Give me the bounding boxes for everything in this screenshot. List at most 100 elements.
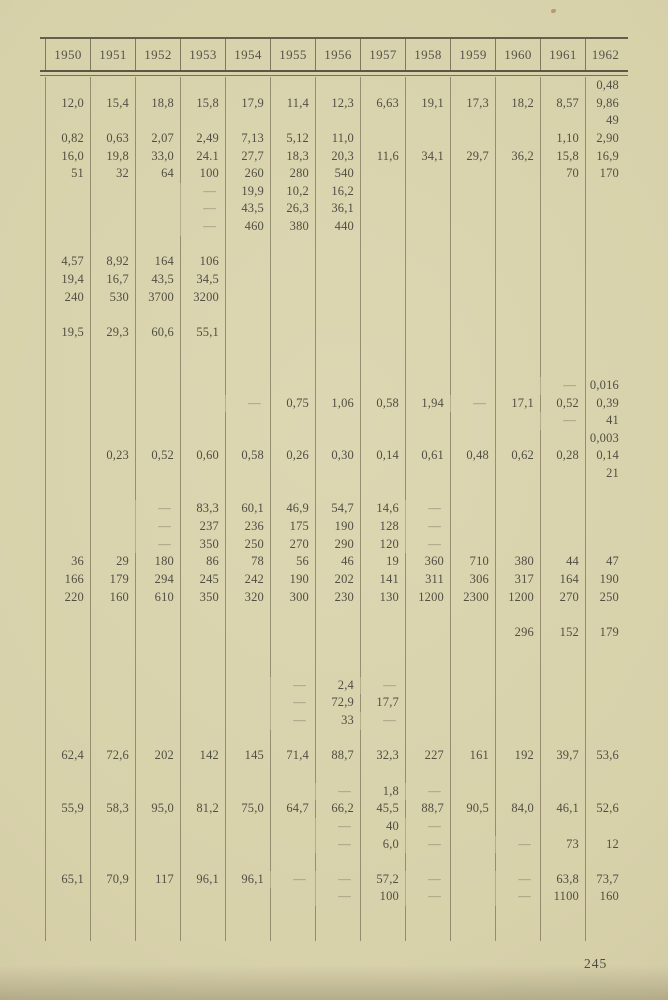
table-cell	[90, 500, 135, 519]
table-cell	[540, 853, 585, 871]
table-cell	[450, 165, 495, 183]
table-cell	[360, 641, 405, 660]
table-cell	[540, 112, 585, 130]
table-cell	[585, 906, 625, 924]
table-cell	[225, 694, 270, 713]
table-cell: 100	[180, 165, 225, 183]
table-cell: 12	[585, 835, 625, 854]
table-cell: 0,82	[45, 129, 90, 148]
table-cell	[135, 182, 180, 201]
table-cell	[495, 341, 540, 360]
table-cell: —	[180, 200, 225, 219]
table-cell: 19,1	[405, 94, 450, 113]
table-cell	[495, 694, 540, 713]
table-cell: 72,6	[90, 747, 135, 765]
table-cell	[495, 535, 540, 554]
table-cell: 58,3	[90, 800, 135, 818]
table-cell	[585, 200, 625, 219]
table-cell	[360, 306, 405, 324]
table-cell: 45,5	[360, 800, 405, 818]
table-cell	[540, 359, 585, 377]
table-cell	[225, 482, 270, 501]
year-column-header: 1950	[45, 39, 90, 70]
table-cell	[495, 429, 540, 448]
table-cell	[45, 923, 90, 942]
table-cell: 1,06	[315, 394, 360, 413]
table-cell	[540, 288, 585, 307]
table-cell	[225, 235, 270, 254]
table-cell	[495, 465, 540, 483]
table-cell	[360, 412, 405, 430]
table-cell: 164	[135, 253, 180, 272]
table-cell	[585, 606, 625, 624]
table-cell: 8,57	[540, 94, 585, 113]
table-cell	[315, 853, 360, 871]
table-cell	[495, 77, 540, 95]
table-cell: 160	[90, 588, 135, 607]
table-cell: 0,26	[270, 447, 315, 466]
table-cell: —	[315, 817, 360, 836]
table-cell: 128	[360, 518, 405, 536]
table-cell	[45, 306, 90, 324]
table-cell	[135, 764, 180, 783]
table-cell	[180, 853, 225, 871]
table-cell: 11,4	[270, 94, 315, 113]
table-cell: 51	[45, 165, 90, 183]
table-cell	[45, 817, 90, 836]
table-cell	[495, 923, 540, 942]
table-cell: —	[180, 182, 225, 201]
year-column-header: 1954	[225, 39, 270, 70]
table-cell	[585, 694, 625, 713]
table-cell: 296	[495, 623, 540, 642]
table-cell: 237	[180, 518, 225, 536]
table-cell: 70,9	[90, 870, 135, 889]
table-cell: 75,0	[225, 800, 270, 818]
table-cell	[225, 641, 270, 660]
table-cell: 2,4	[315, 676, 360, 695]
table-cell: 190	[315, 518, 360, 536]
table-cell: 0,30	[315, 447, 360, 466]
table-cell: 29,3	[90, 323, 135, 342]
table-cell: 460	[225, 218, 270, 236]
table-cell	[225, 712, 270, 730]
table-cell	[405, 271, 450, 289]
table-cell: 230	[315, 588, 360, 607]
table-cell: 16,2	[315, 182, 360, 201]
table-cell: 236	[225, 518, 270, 536]
table-cell	[450, 518, 495, 536]
table-cell: —	[360, 676, 405, 695]
table-cell	[45, 853, 90, 871]
table-cell: 280	[270, 165, 315, 183]
table-cell	[180, 112, 225, 130]
table-cell: 21	[585, 465, 625, 483]
table-cell	[180, 641, 225, 660]
table-cell: 141	[360, 570, 405, 589]
table-cell	[405, 729, 450, 748]
table-cell	[540, 606, 585, 624]
table-cell	[225, 412, 270, 430]
table-cell: 530	[90, 288, 135, 307]
table-cell: 0,14	[360, 447, 405, 466]
table-cell	[270, 271, 315, 289]
table-cell: —	[135, 518, 180, 536]
table-cell	[135, 676, 180, 695]
table-cell	[135, 888, 180, 907]
table-cell	[225, 606, 270, 624]
table-cell: 245	[180, 570, 225, 589]
table-cell	[540, 518, 585, 536]
table-cell	[540, 923, 585, 942]
table-cell	[405, 712, 450, 730]
table-cell	[180, 906, 225, 924]
table-cell: 43,5	[225, 200, 270, 219]
table-cell	[585, 676, 625, 695]
table-cell	[135, 712, 180, 730]
table-cell	[495, 271, 540, 289]
table-cell	[495, 729, 540, 748]
table-cell	[405, 482, 450, 501]
table-cell	[360, 482, 405, 501]
table-cell	[360, 429, 405, 448]
table-cell: 7,13	[225, 129, 270, 148]
table-cell	[585, 288, 625, 307]
table-cell	[135, 606, 180, 624]
table-cell: —	[405, 535, 450, 554]
